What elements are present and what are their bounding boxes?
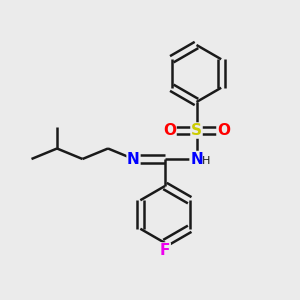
- Text: O: O: [163, 123, 176, 138]
- Text: N: N: [190, 152, 203, 166]
- Text: O: O: [217, 123, 230, 138]
- Text: F: F: [160, 243, 170, 258]
- Text: S: S: [191, 123, 202, 138]
- Text: N: N: [127, 152, 140, 166]
- Text: H: H: [202, 155, 211, 166]
